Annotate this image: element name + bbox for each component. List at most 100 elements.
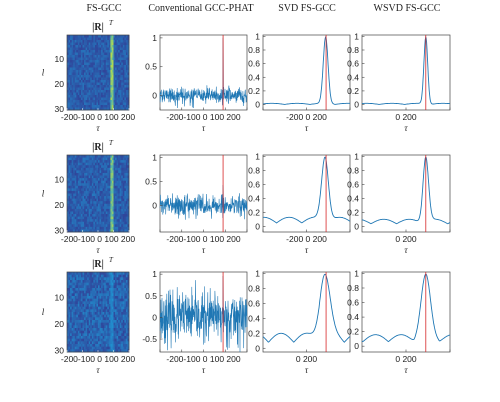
heatmap-cell [116, 190, 119, 194]
heatmap-cell [105, 72, 108, 76]
heatmap-cell [71, 317, 74, 321]
heatmap-cell [110, 170, 113, 174]
heatmap-cell [107, 301, 110, 305]
heatmap-cell [87, 333, 90, 337]
heatmap-cell [124, 165, 127, 169]
heatmap-cell [121, 175, 124, 179]
heatmap-cell [90, 344, 93, 348]
heatmap-cell [102, 293, 105, 297]
heatmap-cell [91, 346, 94, 350]
heatmap-cell [113, 40, 116, 43]
heatmap-cell [73, 100, 76, 103]
heatmap-cell [104, 170, 107, 174]
heatmap-cell [82, 40, 85, 43]
heatmap-cell [115, 57, 117, 61]
heatmap-cell [116, 333, 119, 337]
heatmap-cell [111, 55, 114, 58]
heatmap-cell [98, 328, 100, 332]
heatmap-cell [80, 301, 83, 305]
heatmap-cell [127, 221, 130, 225]
heatmap-cell [98, 282, 100, 286]
heatmap-cell [87, 45, 90, 48]
heatmap-cell [84, 285, 86, 289]
heatmap-cell [80, 67, 83, 71]
heatmap-cell [70, 203, 73, 207]
heatmap-cell [67, 188, 69, 192]
heatmap-cell [102, 336, 105, 340]
heatmap-cell [79, 35, 82, 38]
heatmap-cell [94, 60, 97, 63]
heatmap-cell [80, 306, 83, 310]
heatmap-cell [70, 185, 73, 189]
x-axis-label: τ [305, 365, 309, 375]
heatmap-cell [70, 42, 73, 46]
heatmap-cell [94, 35, 97, 38]
axes-frame [361, 271, 451, 353]
heatmap-cell [73, 309, 76, 313]
heatmap-cell [70, 211, 73, 215]
heatmap-cell [107, 105, 110, 108]
heatmap-cell [74, 349, 77, 353]
heatmap-cell [87, 100, 90, 103]
heatmap-cell [79, 309, 82, 313]
heatmap-cell [115, 60, 117, 63]
heatmap-cell [110, 282, 113, 286]
heatmap-cell [70, 306, 73, 310]
heatmap-cell [125, 85, 128, 88]
heatmap-cell [107, 180, 110, 184]
heatmap-cell [98, 349, 100, 353]
heatmap-cell [71, 155, 74, 158]
heatmap-cell [96, 37, 99, 41]
heatmap-cell [113, 336, 116, 340]
heatmap-cell [71, 330, 74, 334]
heatmap-cell [84, 196, 86, 200]
heatmap-cell [108, 52, 111, 56]
heatmap-cell [87, 193, 90, 197]
heatmap-cell [93, 100, 96, 103]
heatmap-cell [107, 57, 110, 61]
heatmap-cell [113, 214, 116, 217]
heatmap-cell [87, 50, 90, 53]
heatmap-cell [102, 170, 105, 174]
heatmap-cell [107, 272, 110, 276]
heatmap-cell [82, 214, 85, 217]
heatmap-cell [82, 42, 85, 46]
heatmap-cell [79, 47, 82, 51]
heatmap-cell [99, 87, 102, 91]
heatmap-cell [80, 216, 83, 220]
heatmap-cell [77, 208, 80, 212]
heatmap-cell [113, 80, 116, 83]
heatmap-cell [104, 70, 107, 73]
heatmap-cell [115, 229, 117, 233]
heatmap-cell [84, 290, 86, 294]
heatmap-cell [77, 293, 80, 297]
heatmap-cell [87, 338, 90, 342]
heatmap-cell [125, 325, 128, 329]
heatmap-cell [71, 298, 74, 302]
heatmap-cell [79, 193, 82, 197]
heatmap-cell [94, 85, 97, 88]
heatmap-cell [71, 45, 74, 48]
heatmap-cell [118, 317, 121, 321]
heatmap-cell [124, 95, 127, 98]
heatmap-cell [124, 62, 127, 66]
heatmap-cell [82, 82, 85, 86]
heatmap-cell [116, 170, 119, 174]
heatmap-cell [107, 167, 110, 171]
heatmap-cell [70, 80, 73, 83]
heatmap-cell [99, 180, 102, 184]
heatmap-cell [96, 40, 99, 43]
heatmap-cell [77, 190, 80, 194]
heatmap-cell [76, 333, 79, 337]
heatmap-cell [118, 306, 121, 310]
heatmap-cell [108, 201, 111, 205]
heatmap-cell [82, 87, 85, 91]
heatmap-cell [113, 219, 116, 223]
heatmap-cell [122, 322, 125, 326]
heatmap-cell [87, 97, 90, 101]
heatmap-cell [101, 330, 104, 334]
heatmap-cell [87, 336, 90, 340]
heatmap-cell [87, 185, 90, 189]
heatmap-cell [122, 85, 125, 88]
